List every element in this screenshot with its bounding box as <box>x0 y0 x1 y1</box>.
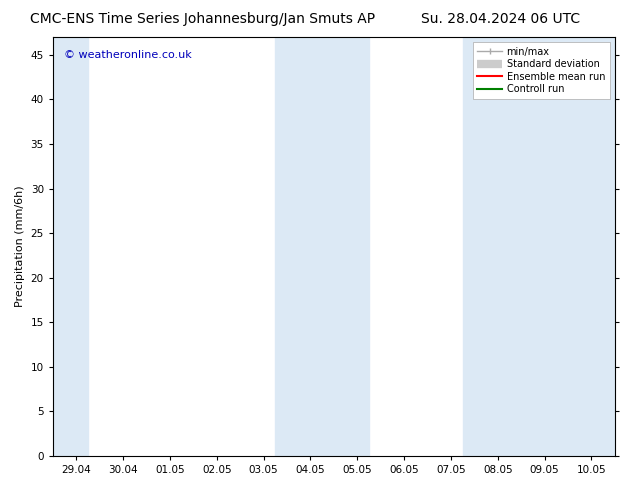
Legend: min/max, Standard deviation, Ensemble mean run, Controll run: min/max, Standard deviation, Ensemble me… <box>472 42 610 99</box>
Bar <box>275 37 369 456</box>
Bar <box>53 37 88 456</box>
Bar <box>463 37 615 456</box>
Y-axis label: Precipitation (mm/6h): Precipitation (mm/6h) <box>15 186 25 307</box>
Text: © weatheronline.co.uk: © weatheronline.co.uk <box>64 49 192 60</box>
Text: Su. 28.04.2024 06 UTC: Su. 28.04.2024 06 UTC <box>422 12 580 26</box>
Text: CMC-ENS Time Series Johannesburg/Jan Smuts AP: CMC-ENS Time Series Johannesburg/Jan Smu… <box>30 12 375 26</box>
